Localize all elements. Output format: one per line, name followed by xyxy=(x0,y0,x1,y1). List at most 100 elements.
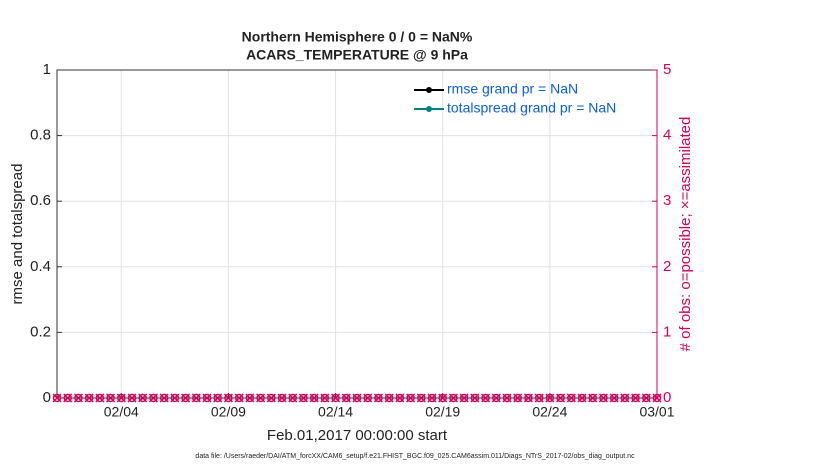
marker-assimilated xyxy=(588,393,598,403)
marker-assimilated xyxy=(245,393,255,403)
data-point xyxy=(331,393,341,403)
x-tick-label: 02/19 xyxy=(425,404,460,420)
marker-possible xyxy=(127,393,137,403)
footnote: data file: /Users/raeder/DAI/ATM_forcXX/… xyxy=(195,453,635,460)
marker-assimilated xyxy=(106,393,116,403)
data-point xyxy=(127,393,137,403)
data-point xyxy=(106,393,116,403)
data-point xyxy=(545,393,555,403)
marker-assimilated xyxy=(352,393,362,403)
data-point xyxy=(116,393,126,403)
data-point xyxy=(481,393,491,403)
marker-assimilated xyxy=(481,393,491,403)
marker-assimilated xyxy=(641,393,651,403)
data-point xyxy=(438,393,448,403)
marker-possible xyxy=(545,393,555,403)
data-point xyxy=(245,393,255,403)
data-point xyxy=(609,393,619,403)
x-tick-label: 02/14 xyxy=(318,404,353,420)
data-point xyxy=(577,393,587,403)
data-point xyxy=(352,393,362,403)
legend-label: totalspread grand pr = NaN xyxy=(447,100,616,116)
marker-assimilated xyxy=(363,393,373,403)
marker-possible xyxy=(245,393,255,403)
data-point xyxy=(470,393,480,403)
marker-possible xyxy=(492,393,501,403)
marker-assimilated xyxy=(159,393,169,403)
data-point xyxy=(427,393,437,403)
data-point xyxy=(406,393,416,403)
marker-assimilated xyxy=(63,393,73,403)
x-tick-label: 02/24 xyxy=(532,404,567,420)
marker-assimilated xyxy=(652,393,662,403)
marker-possible xyxy=(567,393,576,403)
y-tick-label: 0.8 xyxy=(30,127,51,144)
marker-possible xyxy=(502,393,512,403)
marker-possible xyxy=(470,393,480,403)
data-point xyxy=(373,393,383,403)
marker-assimilated xyxy=(459,393,469,403)
data-point xyxy=(534,393,544,403)
marker-possible xyxy=(331,393,340,403)
marker-possible xyxy=(374,393,383,403)
data-point xyxy=(202,393,212,403)
marker-assimilated xyxy=(598,393,608,403)
marker-possible xyxy=(406,393,415,403)
marker-assimilated xyxy=(320,393,330,403)
x-axis-label: Feb.01,2017 00:00:00 start xyxy=(267,427,448,444)
data-point xyxy=(631,393,641,403)
marker-assimilated xyxy=(577,393,587,403)
marker-possible xyxy=(149,393,158,403)
marker-possible xyxy=(342,393,351,403)
marker-assimilated xyxy=(373,393,383,403)
data-point xyxy=(234,393,244,403)
data-point xyxy=(502,393,512,403)
legend-marker xyxy=(426,87,432,93)
chart-subtitle: ACARS_TEMPERATURE @ 9 hPa xyxy=(246,47,468,63)
data-point xyxy=(523,393,533,403)
data-point xyxy=(52,393,62,403)
marker-possible xyxy=(192,393,201,403)
marker-possible xyxy=(588,393,597,403)
marker-assimilated xyxy=(395,393,405,403)
marker-assimilated xyxy=(288,393,298,403)
marker-possible xyxy=(417,393,426,403)
marker-possible xyxy=(449,393,458,403)
data-point xyxy=(95,393,105,403)
marker-possible xyxy=(363,393,372,403)
marker-possible xyxy=(459,393,469,403)
data-point xyxy=(491,393,501,403)
data-point xyxy=(277,393,287,403)
data-point xyxy=(598,393,608,403)
marker-assimilated xyxy=(127,393,137,403)
marker-possible xyxy=(642,393,651,403)
x-tick-label: 02/09 xyxy=(211,404,246,420)
marker-possible xyxy=(213,393,222,403)
marker-possible xyxy=(320,393,330,403)
marker-possible xyxy=(427,393,437,403)
marker-assimilated xyxy=(138,393,148,403)
data-point xyxy=(363,393,373,403)
x-tick-label: 02/04 xyxy=(104,404,139,420)
marker-possible xyxy=(288,393,297,403)
marker-assimilated xyxy=(191,393,201,403)
marker-assimilated xyxy=(181,393,191,403)
marker-possible xyxy=(438,393,447,403)
data-point xyxy=(170,393,180,403)
marker-possible xyxy=(52,393,62,403)
marker-assimilated xyxy=(116,393,126,403)
data-point xyxy=(181,393,191,403)
marker-possible xyxy=(256,393,265,403)
marker-assimilated xyxy=(341,393,351,403)
marker-possible xyxy=(609,393,619,403)
data-point xyxy=(459,393,469,403)
y2-tick-label: 2 xyxy=(663,258,671,275)
marker-assimilated xyxy=(266,393,276,403)
data-point xyxy=(288,393,298,403)
y2-tick-label: 4 xyxy=(663,127,671,144)
marker-assimilated xyxy=(277,393,287,403)
marker-possible xyxy=(277,393,287,403)
marker-assimilated xyxy=(545,393,555,403)
data-point xyxy=(159,393,169,403)
